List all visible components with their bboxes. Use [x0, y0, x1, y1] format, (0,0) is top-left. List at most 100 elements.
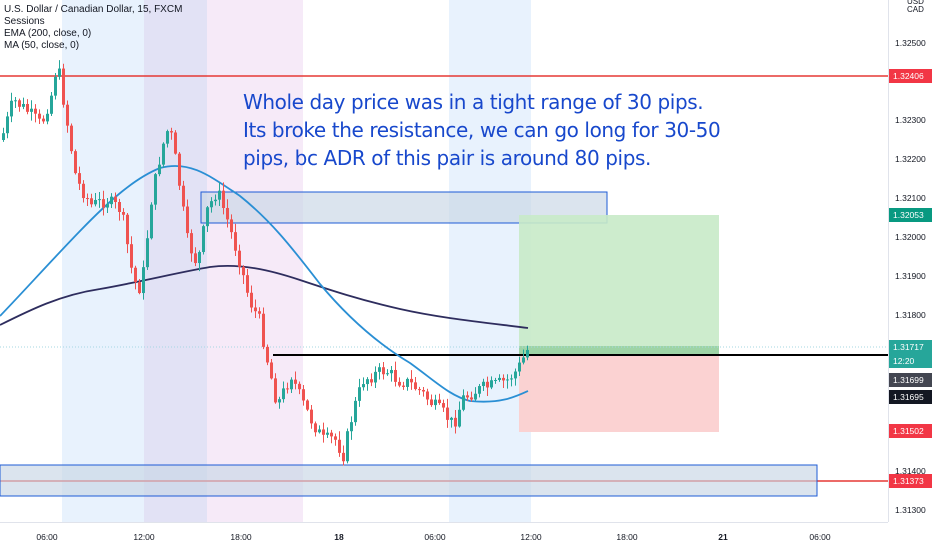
candle-body	[98, 199, 101, 201]
candle-body	[466, 395, 469, 398]
time-tick: 18:00	[616, 532, 638, 542]
support-zone-box[interactable]	[0, 464, 818, 497]
price-tick: 1.32200	[895, 154, 926, 164]
time-axis[interactable]: 06:00 12:00 18:00 18 06:00 12:00 18:00 2…	[0, 522, 888, 551]
candle-body	[254, 307, 257, 312]
candle-body	[298, 383, 301, 390]
candle-body	[50, 95, 53, 114]
candle-body	[322, 429, 325, 435]
candle-body	[78, 173, 81, 184]
price-tag-ema: 1.31695	[889, 390, 932, 404]
candle-body	[478, 386, 481, 394]
candle-body	[326, 432, 329, 435]
candle-body	[330, 432, 333, 437]
candle-body	[146, 238, 149, 268]
candle-body	[118, 202, 121, 212]
entry-zone	[519, 346, 719, 355]
candle-body	[402, 385, 405, 387]
candle-body	[142, 267, 145, 294]
candle-body	[294, 379, 297, 384]
chart-legend: U.S. Dollar / Canadian Dollar, 15, FXCM …	[4, 4, 182, 52]
text-annotation[interactable]: Whole day price was in a tight range of …	[243, 88, 763, 172]
candle-body	[138, 282, 141, 294]
candle-body	[430, 399, 433, 406]
candle-body	[274, 378, 277, 403]
candle-body	[458, 409, 461, 427]
candle-body	[442, 403, 445, 408]
candle-body	[422, 389, 425, 392]
time-tick: 21	[718, 532, 728, 542]
time-tick: 06:00	[424, 532, 446, 542]
price-tick: 1.32500	[895, 38, 926, 48]
candle-body	[242, 266, 245, 276]
candle-body	[238, 250, 241, 267]
candle-body	[450, 417, 453, 420]
candle-body	[110, 196, 113, 205]
profit-zone	[519, 215, 719, 355]
session-band-london	[449, 0, 531, 522]
candle-body	[70, 125, 73, 152]
price-axis[interactable]: USD CAD 1.32500 1.32300 1.32200 1.32100 …	[888, 0, 932, 522]
candle-body	[58, 68, 61, 77]
candle-body	[222, 190, 225, 208]
price-tag-stop: 1.31502	[889, 424, 932, 438]
time-tick: 12:00	[133, 532, 155, 542]
legend-ma[interactable]: MA (50, close, 0)	[4, 40, 80, 51]
candle-body	[30, 108, 33, 112]
candle-body	[102, 199, 105, 208]
session-band-newyork	[207, 0, 303, 522]
candle-body	[186, 206, 189, 234]
candle-body	[258, 311, 261, 314]
candle-body	[194, 253, 197, 264]
candle-body	[230, 219, 233, 233]
candle-body	[34, 108, 37, 114]
candle-body	[22, 103, 25, 107]
price-tick: 1.31900	[895, 271, 926, 281]
candle-body	[266, 346, 269, 363]
candle-body	[474, 393, 477, 400]
candle-body	[362, 384, 365, 388]
candle-body	[38, 113, 41, 119]
candle-body	[494, 380, 497, 382]
candle-body	[178, 153, 181, 186]
candle-body	[418, 389, 421, 391]
loss-zone	[519, 355, 719, 432]
candle-body	[386, 373, 389, 375]
legend-symbol[interactable]: U.S. Dollar / Canadian Dollar, 15, FXCM	[4, 4, 183, 15]
price-tag-last: 1.31717	[889, 340, 932, 354]
price-tick: 1.31800	[895, 310, 926, 320]
price-tag-resistance: 1.32406	[889, 69, 932, 83]
candle-body	[350, 422, 353, 432]
candle-body	[302, 389, 305, 401]
chart-pane[interactable]: U.S. Dollar / Canadian Dollar, 15, FXCM …	[0, 0, 888, 522]
candle-body	[506, 379, 509, 381]
candle-body	[490, 380, 493, 388]
candle-body	[162, 143, 165, 165]
legend-ema[interactable]: EMA (200, close, 0)	[4, 28, 92, 39]
candle-body	[250, 292, 253, 308]
candle-body	[338, 439, 341, 453]
price-tick: 1.31400	[895, 466, 926, 476]
legend-sessions[interactable]: Sessions	[4, 16, 45, 27]
currency-unit: USD CAD	[907, 0, 924, 14]
candle-body	[374, 371, 377, 383]
candle-body	[94, 199, 97, 205]
candle-body	[182, 185, 185, 207]
price-tag-countdown: 12:20	[889, 354, 932, 368]
candle-body	[314, 423, 317, 433]
unit-top: USD	[907, 0, 924, 5]
candle-body	[122, 211, 125, 215]
chart-canvas[interactable]	[0, 0, 888, 522]
candle-body	[206, 207, 209, 227]
candle-body	[154, 174, 157, 205]
candle-body	[270, 362, 273, 379]
candles-group	[2, 60, 529, 466]
candle-body	[2, 133, 5, 140]
long-position-icon[interactable]	[519, 215, 719, 432]
candle-body	[498, 377, 501, 381]
candle-body	[226, 207, 229, 220]
candle-body	[342, 452, 345, 462]
candle-body	[522, 357, 525, 363]
candle-body	[358, 387, 361, 401]
candle-body	[26, 103, 29, 112]
